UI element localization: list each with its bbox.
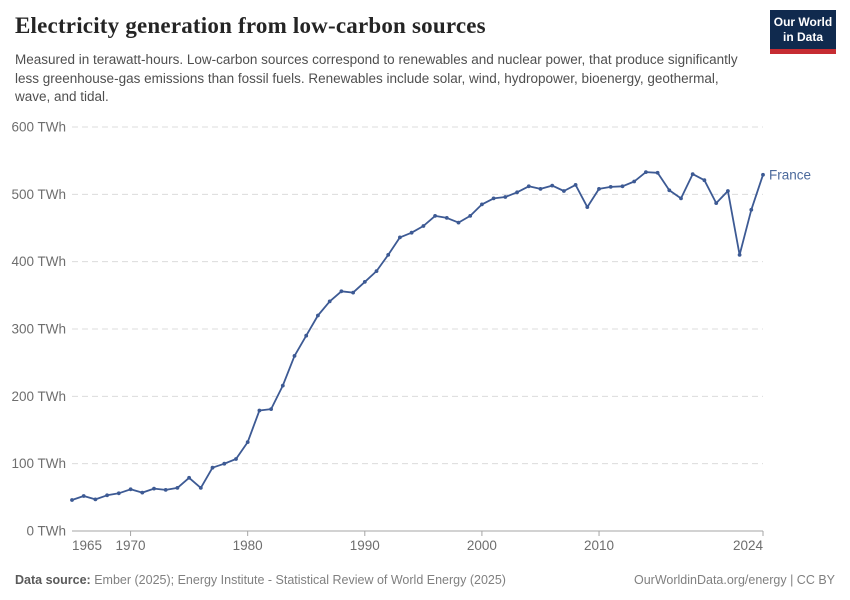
data-point bbox=[257, 408, 262, 413]
y-tick-label: 400 TWh bbox=[11, 254, 66, 269]
data-point bbox=[714, 201, 719, 206]
data-point bbox=[386, 253, 391, 257]
data-point bbox=[632, 179, 637, 184]
data-point bbox=[280, 383, 285, 388]
y-tick-label: 600 TWh bbox=[11, 120, 66, 135]
data-point bbox=[304, 333, 309, 338]
x-tick-label: 1970 bbox=[116, 538, 146, 553]
data-point bbox=[690, 172, 695, 177]
data-point bbox=[585, 205, 590, 210]
data-point bbox=[163, 488, 168, 492]
data-point bbox=[538, 187, 543, 191]
y-tick-label: 300 TWh bbox=[11, 322, 66, 337]
x-tick-label: 1990 bbox=[350, 538, 380, 553]
y-tick-label: 0 TWh bbox=[26, 524, 66, 539]
data-point bbox=[70, 498, 74, 502]
data-point bbox=[702, 178, 707, 183]
data-point bbox=[761, 172, 765, 177]
chart-subtitle: Measured in terawatt-hours. Low-carbon s… bbox=[15, 52, 738, 105]
data-point bbox=[608, 185, 613, 189]
data-point bbox=[351, 290, 355, 295]
data-point bbox=[292, 354, 297, 358]
data-point bbox=[562, 189, 566, 193]
data-source-label: Data source: bbox=[15, 573, 91, 587]
data-point bbox=[234, 457, 238, 461]
data-point bbox=[116, 491, 121, 496]
data-point bbox=[726, 189, 730, 193]
data-point bbox=[679, 196, 683, 201]
x-tick-label: 1980 bbox=[233, 538, 263, 553]
x-tick-label: 2010 bbox=[584, 538, 614, 553]
data-point bbox=[198, 486, 203, 490]
data-point bbox=[667, 188, 672, 193]
credit-link[interactable]: OurWorldinData.org/energy | CC BY bbox=[633, 573, 835, 587]
x-tick-label: 2000 bbox=[467, 538, 497, 553]
data-point bbox=[433, 214, 437, 218]
owid-logo-line2: in Data bbox=[782, 29, 823, 44]
data-point bbox=[128, 487, 133, 492]
data-point bbox=[749, 207, 754, 212]
data-point bbox=[468, 214, 473, 218]
owid-logo-line1: Our World bbox=[773, 14, 833, 29]
x-tick-label: 1965 bbox=[72, 538, 102, 553]
data-source-text: Ember (2025); Energy Institute - Statist… bbox=[90, 573, 506, 587]
data-point bbox=[222, 461, 227, 466]
data-point bbox=[362, 280, 367, 284]
data-point bbox=[245, 440, 250, 444]
data-point bbox=[573, 183, 578, 187]
data-point bbox=[210, 465, 215, 470]
data-point bbox=[444, 216, 449, 220]
data-point bbox=[550, 183, 555, 188]
data-point bbox=[175, 486, 180, 490]
data-point bbox=[140, 490, 145, 495]
data-point bbox=[398, 235, 402, 240]
data-point bbox=[339, 289, 344, 294]
data-point bbox=[421, 224, 426, 228]
data-source: Data source: Ember (2025); Energy Instit… bbox=[15, 573, 506, 587]
data-point bbox=[409, 230, 414, 235]
data-point bbox=[374, 269, 379, 273]
data-point bbox=[737, 253, 742, 257]
page-title: Electricity generation from low-carbon s… bbox=[15, 13, 486, 38]
data-point bbox=[187, 475, 192, 480]
y-tick-label: 200 TWh bbox=[11, 389, 66, 404]
data-point bbox=[597, 187, 601, 191]
data-point bbox=[327, 299, 332, 304]
series-end-label: France bbox=[769, 167, 811, 182]
data-point bbox=[526, 184, 531, 189]
data-point bbox=[503, 195, 508, 199]
data-point bbox=[105, 493, 109, 498]
chart-footer: Data source: Ember (2025); Energy Instit… bbox=[15, 573, 835, 587]
data-point bbox=[644, 170, 648, 175]
data-point bbox=[620, 184, 625, 189]
data-point bbox=[269, 407, 273, 411]
y-tick-label: 100 TWh bbox=[11, 456, 66, 471]
data-point bbox=[152, 486, 156, 491]
series-line bbox=[71, 171, 764, 501]
data-point bbox=[93, 497, 98, 502]
data-point bbox=[655, 170, 660, 175]
data-point bbox=[480, 202, 484, 207]
data-point bbox=[316, 313, 320, 318]
data-point bbox=[515, 190, 519, 195]
data-point bbox=[456, 220, 461, 225]
data-point bbox=[81, 494, 86, 498]
y-tick-label: 500 TWh bbox=[11, 187, 66, 202]
data-point bbox=[491, 196, 496, 201]
owid-logo[interactable]: Our World in Data bbox=[770, 10, 836, 54]
x-tick-label: 2024 bbox=[733, 538, 764, 553]
